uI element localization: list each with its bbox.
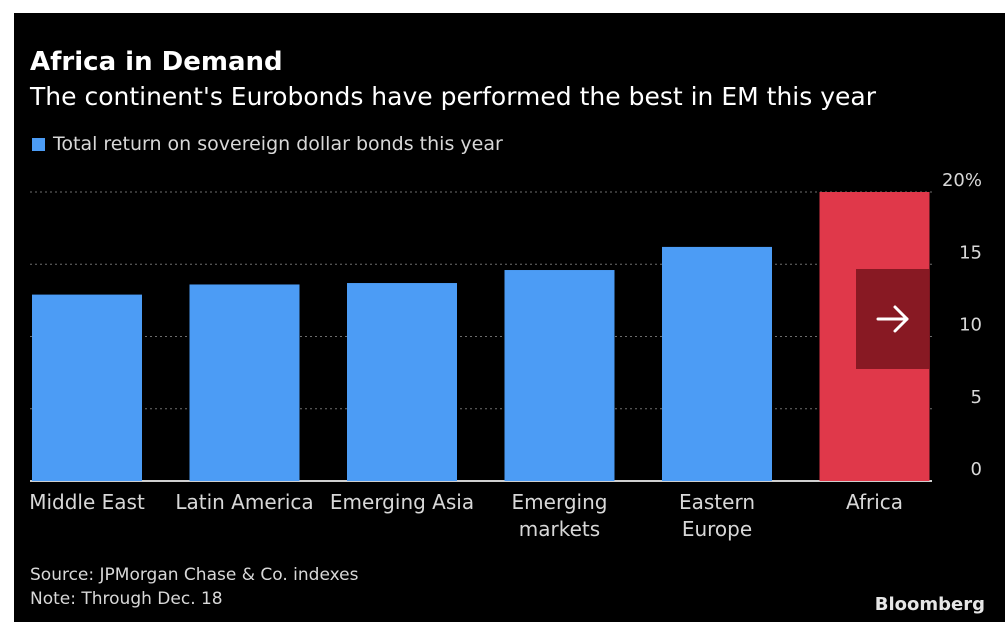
bar: [504, 270, 615, 481]
legend: Total return on sovereign dollar bonds t…: [32, 133, 503, 155]
next-slide-button[interactable]: [856, 269, 930, 369]
x-tick-label: Eastern: [679, 490, 755, 514]
chart-card: Africa in Demand The continent's Eurobon…: [14, 13, 1005, 622]
bar-chart: 0 5 10 15 20% Middle East Latin America Emergi…: [29, 170, 982, 541]
x-tick-label: Emerging Asia: [330, 490, 474, 514]
bloomberg-logo: Bloomberg: [874, 594, 985, 615]
chart-subtitle: The continent's Eurobonds have performed…: [30, 82, 876, 111]
bar: [32, 294, 142, 481]
x-tick-label: Emerging: [512, 490, 608, 514]
y-tick-label: 15: [959, 242, 982, 263]
bar: [189, 284, 300, 481]
x-tick-label: Middle East: [29, 490, 145, 514]
bar: [662, 246, 772, 481]
legend-label: Total return on sovereign dollar bonds t…: [53, 133, 503, 155]
y-tick-label: 20%: [942, 170, 982, 191]
x-tick-label: Africa: [846, 490, 903, 514]
legend-swatch: [32, 137, 45, 151]
arrow-right-icon: [873, 299, 913, 339]
x-tick-label: Europe: [682, 517, 752, 541]
x-tick-label: Latin America: [175, 490, 313, 514]
y-tick-label: 10: [959, 315, 982, 336]
source-notes: Source: JPMorgan Chase & Co. indexes Not…: [30, 563, 358, 611]
chart-title: Africa in Demand: [30, 47, 283, 77]
note-text: Note: Through Dec. 18: [30, 589, 223, 609]
y-tick-label: 5: [971, 387, 982, 408]
y-tick-label: 0: [971, 459, 982, 480]
x-tick-label: markets: [519, 517, 600, 541]
bar: [347, 283, 457, 481]
source-text: Source: JPMorgan Chase & Co. indexes: [30, 565, 359, 585]
